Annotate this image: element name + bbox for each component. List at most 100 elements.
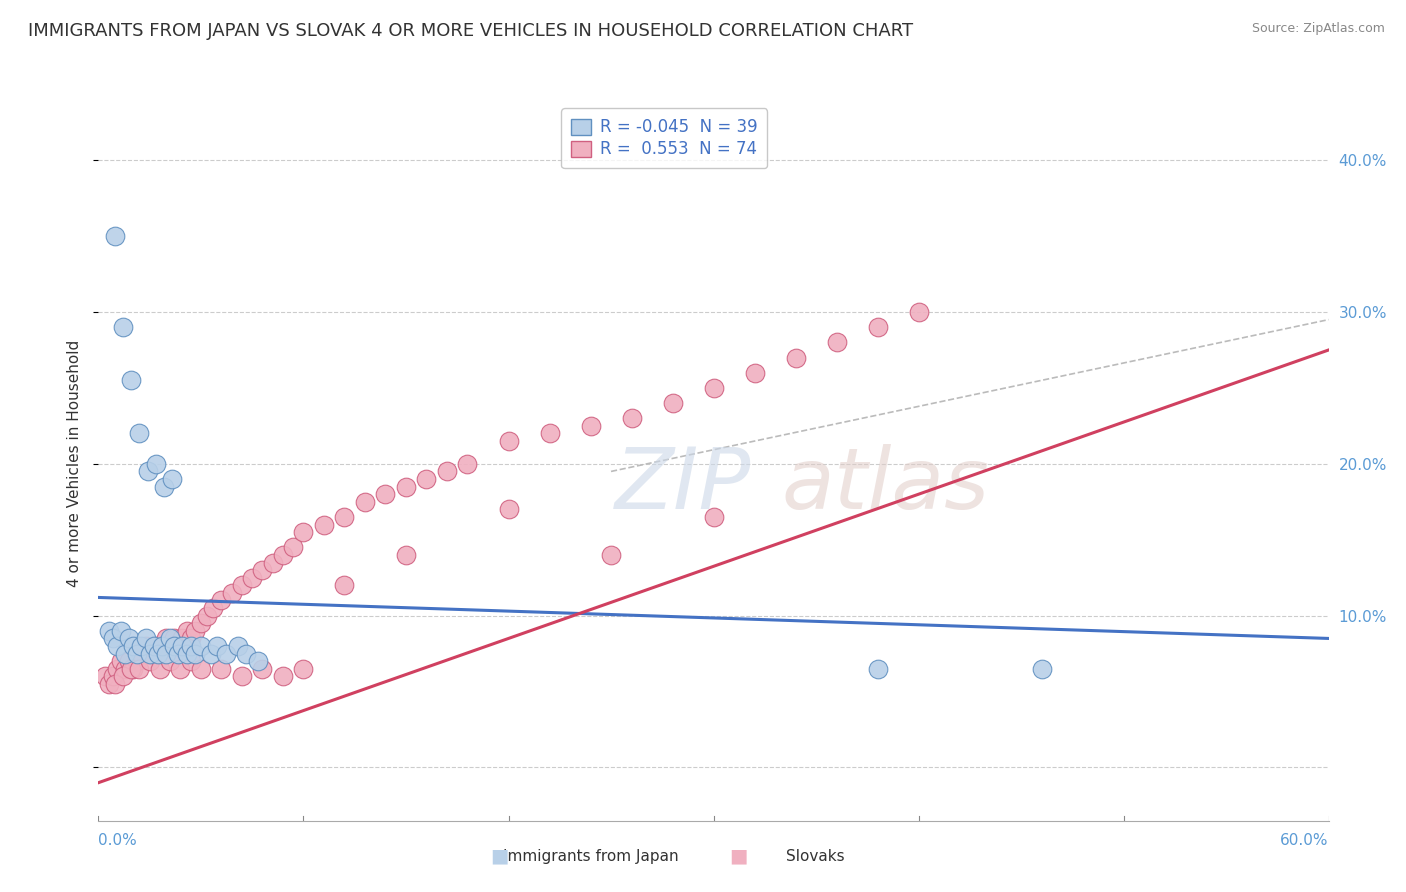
Point — [142, 639, 165, 653]
Point — [120, 373, 142, 387]
Point — [138, 647, 160, 661]
Point — [207, 639, 229, 653]
Point — [146, 647, 169, 661]
Point — [703, 381, 725, 395]
Point — [93, 669, 115, 683]
Point — [97, 677, 120, 691]
Point — [128, 426, 150, 441]
Point — [105, 639, 128, 653]
Point — [252, 563, 274, 577]
Point — [703, 510, 725, 524]
Point — [374, 487, 396, 501]
Point — [436, 465, 458, 479]
Point — [907, 305, 929, 319]
Point — [620, 411, 643, 425]
Text: Source: ZipAtlas.com: Source: ZipAtlas.com — [1251, 22, 1385, 36]
Point — [159, 654, 181, 668]
Point — [159, 632, 181, 646]
Point — [122, 639, 145, 653]
Point — [866, 320, 889, 334]
Point — [221, 586, 243, 600]
Point — [271, 548, 294, 562]
Point — [457, 457, 479, 471]
Point — [252, 662, 274, 676]
Point — [104, 229, 127, 244]
Point — [498, 502, 520, 516]
Point — [190, 662, 212, 676]
Point — [128, 662, 150, 676]
Text: 60.0%: 60.0% — [1281, 833, 1329, 847]
Point — [333, 510, 356, 524]
Point — [97, 624, 120, 638]
Point — [211, 662, 233, 676]
Point — [149, 662, 172, 676]
Point — [135, 639, 157, 653]
Point — [180, 639, 202, 653]
Point — [661, 396, 683, 410]
Point — [142, 639, 165, 653]
Point — [114, 662, 136, 676]
Point — [138, 654, 160, 668]
Point — [785, 351, 807, 365]
Point — [415, 472, 437, 486]
Point — [136, 465, 159, 479]
Point — [190, 616, 212, 631]
Legend: R = -0.045  N = 39, R =  0.553  N = 74: R = -0.045 N = 39, R = 0.553 N = 74 — [561, 108, 768, 169]
Point — [180, 632, 202, 646]
Point — [155, 647, 177, 661]
Point — [538, 426, 561, 441]
Point — [825, 335, 848, 350]
Point — [200, 647, 222, 661]
Point — [172, 639, 194, 653]
Point — [211, 593, 233, 607]
Point — [395, 480, 418, 494]
Point — [114, 647, 136, 661]
Point — [131, 647, 153, 661]
Point — [176, 624, 198, 638]
Point — [112, 320, 135, 334]
Point — [122, 662, 145, 676]
Point — [127, 654, 149, 668]
Point — [169, 662, 191, 676]
Point — [292, 662, 315, 676]
Point — [110, 624, 132, 638]
Point — [145, 457, 167, 471]
Point — [1031, 662, 1053, 676]
Text: ZIP: ZIP — [616, 443, 751, 527]
Point — [195, 608, 218, 623]
Text: atlas: atlas — [782, 443, 990, 527]
Point — [214, 647, 236, 661]
Point — [180, 654, 202, 668]
Point — [127, 647, 149, 661]
Point — [247, 654, 270, 668]
Text: Slovaks: Slovaks — [786, 849, 845, 863]
Text: ■: ■ — [728, 847, 748, 866]
Point — [354, 495, 377, 509]
Point — [240, 571, 263, 585]
Point — [231, 669, 253, 683]
Point — [395, 548, 418, 562]
Point — [118, 632, 141, 646]
Point — [176, 647, 198, 661]
Point — [138, 647, 160, 661]
Point — [112, 669, 135, 683]
Point — [283, 541, 305, 555]
Point — [101, 632, 124, 646]
Point — [866, 662, 889, 676]
Point — [235, 647, 257, 661]
Point — [162, 472, 184, 486]
Point — [146, 647, 169, 661]
Point — [153, 480, 176, 494]
Point — [155, 632, 177, 646]
Point — [101, 669, 124, 683]
Point — [262, 556, 284, 570]
Text: ■: ■ — [489, 847, 509, 866]
Y-axis label: 4 or more Vehicles in Household: 4 or more Vehicles in Household — [67, 340, 83, 588]
Point — [292, 525, 315, 540]
Point — [135, 632, 157, 646]
Point — [271, 669, 294, 683]
Point — [231, 578, 253, 592]
Point — [202, 601, 225, 615]
Point — [167, 639, 190, 653]
Point — [104, 677, 127, 691]
